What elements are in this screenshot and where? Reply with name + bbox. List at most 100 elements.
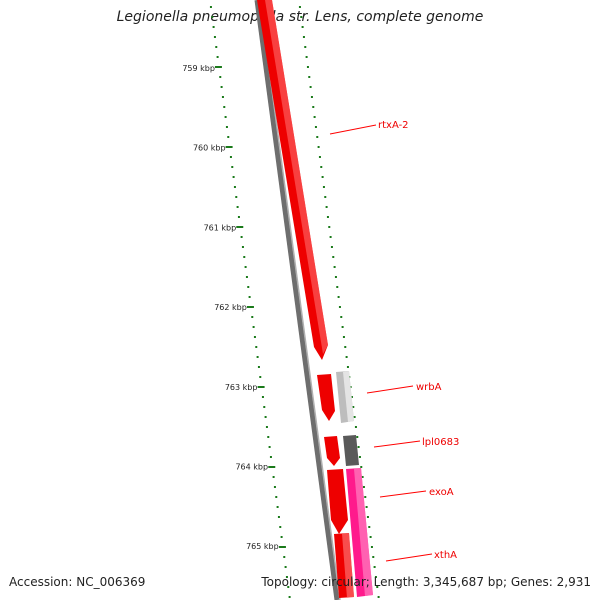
minor-tick bbox=[302, 36, 305, 38]
minor-tick bbox=[354, 426, 357, 428]
minor-tick bbox=[285, 576, 288, 578]
minor-tick bbox=[314, 126, 317, 128]
label-line-lpl0683 bbox=[373, 440, 421, 448]
minor-tick bbox=[301, 26, 304, 28]
minor-tick bbox=[372, 556, 375, 558]
minor-tick bbox=[263, 406, 266, 408]
ruler-label: 759 kbp bbox=[182, 64, 215, 73]
ruler-label: 765 kbp bbox=[246, 542, 279, 551]
minor-tick bbox=[356, 436, 359, 438]
minor-tick bbox=[341, 326, 344, 328]
minor-tick bbox=[330, 246, 333, 248]
gene-xthA bbox=[334, 533, 354, 598]
minor-tick bbox=[376, 586, 379, 588]
minor-tick bbox=[366, 516, 369, 518]
minor-tick bbox=[209, 6, 212, 8]
map-title: Legionella pneumophila str. Lens, comple… bbox=[116, 9, 484, 25]
minor-tick bbox=[231, 166, 234, 168]
label-line-rtxA-2 bbox=[329, 124, 377, 135]
minor-tick bbox=[211, 16, 214, 18]
ruler-label: 760 kbp bbox=[193, 144, 226, 153]
gene-lpl0683 bbox=[343, 435, 359, 466]
minor-tick bbox=[352, 406, 355, 408]
minor-tick bbox=[269, 456, 272, 458]
minor-tick bbox=[236, 206, 239, 208]
minor-tick bbox=[245, 276, 248, 278]
minor-tick bbox=[306, 66, 309, 68]
minor-tick bbox=[346, 366, 349, 368]
minor-tick bbox=[267, 436, 270, 438]
minor-tick bbox=[318, 156, 321, 158]
minor-tick bbox=[317, 146, 320, 148]
minor-tick bbox=[253, 336, 256, 338]
minor-tick bbox=[288, 596, 291, 598]
minor-tick bbox=[377, 596, 380, 598]
ruler-labels: 759 kbp 760 kbp 761 kbp 762 kbp 763 kbp 764 k… bbox=[182, 64, 278, 551]
minor-tick bbox=[264, 416, 267, 418]
minor-tick bbox=[320, 166, 323, 168]
minor-tick bbox=[332, 256, 335, 258]
minor-tick bbox=[304, 46, 307, 48]
minor-tick bbox=[284, 566, 287, 568]
minor-tick bbox=[272, 476, 275, 478]
minor-tick bbox=[368, 526, 371, 528]
gene-arrow-highlight bbox=[342, 533, 354, 598]
minor-tick bbox=[259, 376, 262, 378]
minor-tick bbox=[279, 526, 282, 528]
genome-stats-text: Topology: circular; Length: 3,345,687 bp… bbox=[261, 575, 591, 589]
minor-tick bbox=[353, 416, 356, 418]
gene-exoA bbox=[346, 468, 373, 597]
gene-red-small bbox=[324, 436, 340, 466]
gene-arrow-highlight bbox=[354, 468, 373, 596]
minor-tick bbox=[370, 546, 373, 548]
minor-tick bbox=[225, 126, 228, 128]
minor-tick bbox=[255, 346, 258, 348]
minor-tick bbox=[257, 366, 260, 368]
gene-arrow-highlight bbox=[265, 0, 328, 354]
minor-tick bbox=[252, 326, 255, 328]
minor-tick bbox=[349, 386, 352, 388]
ruler-label: 762 kbp bbox=[214, 303, 247, 312]
minor-tick bbox=[298, 6, 301, 8]
gene-label-exoA: exoA bbox=[429, 487, 454, 498]
label-line-exoA bbox=[379, 490, 427, 498]
gene-label-rtxA-2: rtxA-2 bbox=[378, 120, 409, 131]
minor-tick bbox=[329, 236, 332, 238]
label-line-wrbA bbox=[366, 385, 414, 394]
ruler-label: 761 kbp bbox=[204, 223, 237, 232]
minor-tick bbox=[326, 216, 329, 218]
genome-backbone bbox=[254, 0, 340, 600]
minor-tick bbox=[277, 516, 280, 518]
gene-label-wrbA: wrbA bbox=[416, 382, 442, 393]
ruler-label: 763 kbp bbox=[225, 383, 258, 392]
outer-tick-dots bbox=[298, 6, 380, 598]
minor-tick bbox=[283, 556, 286, 558]
minor-tick bbox=[324, 196, 327, 198]
inner-tick-dots bbox=[209, 6, 291, 598]
minor-tick bbox=[280, 536, 283, 538]
minor-tick bbox=[357, 446, 360, 448]
minor-tick bbox=[287, 586, 290, 588]
gene-label-lpl0683: lpl0683 bbox=[422, 437, 459, 448]
minor-tick bbox=[364, 496, 367, 498]
minor-tick bbox=[300, 16, 303, 18]
minor-tick bbox=[313, 116, 316, 118]
minor-tick bbox=[243, 256, 246, 258]
accession-text: Accession: NC_006369 bbox=[9, 575, 146, 589]
minor-tick bbox=[362, 486, 365, 488]
minor-tick bbox=[361, 476, 364, 478]
minor-tick bbox=[340, 316, 343, 318]
minor-tick bbox=[316, 136, 319, 138]
gene-red-mid bbox=[327, 469, 348, 534]
minor-tick bbox=[268, 446, 271, 448]
minor-tick bbox=[232, 176, 235, 178]
minor-tick bbox=[325, 206, 328, 208]
label-line-xthA bbox=[385, 553, 433, 562]
minor-tick bbox=[265, 426, 268, 428]
gene-arrow-red-mid bbox=[327, 469, 348, 534]
minor-tick bbox=[251, 316, 254, 318]
minor-tick bbox=[369, 536, 372, 538]
minor-tick bbox=[223, 106, 226, 108]
minor-tick bbox=[247, 286, 250, 288]
